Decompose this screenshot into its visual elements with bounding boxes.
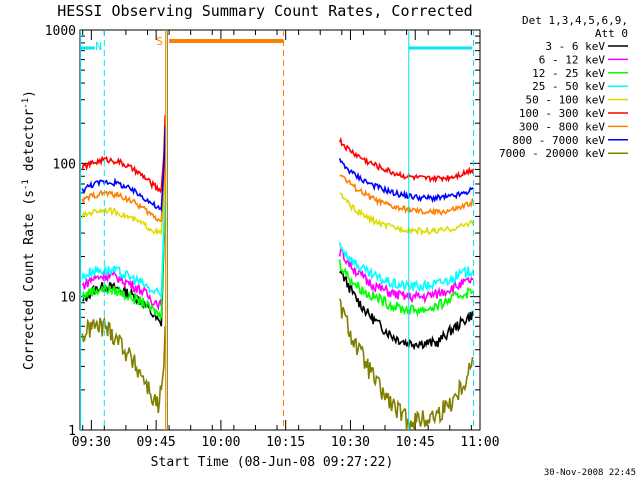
x-tick-label: 10:30 <box>331 435 370 450</box>
night-flag-label: N <box>95 40 102 53</box>
legend-header-detectors: Det 1,3,4,5,6,9, <box>522 14 628 27</box>
legend-entry-label: 300 - 800 keV <box>519 120 605 133</box>
series-layer <box>81 115 475 431</box>
series-line-pre <box>81 157 166 237</box>
plot-frame <box>79 29 481 431</box>
series-line-pre <box>81 316 166 413</box>
series-line-pre <box>81 139 166 222</box>
legend-entry-label: 3 - 6 keV <box>545 40 605 53</box>
series-line-pre <box>81 197 166 322</box>
series-line-post <box>339 192 475 237</box>
legend-entry-label: 6 - 12 keV <box>539 53 606 66</box>
x-tick-label: 10:15 <box>266 435 305 450</box>
y-tick-label: 1 <box>68 424 76 439</box>
x-axis-label: Start Time (08-Jun-08 09:27:22) <box>151 455 394 470</box>
legend-entry-label: 25 - 50 keV <box>532 80 605 93</box>
series-line-pre <box>81 192 166 312</box>
x-tick-label: 11:00 <box>460 435 499 450</box>
series-line-pre <box>81 115 166 194</box>
chart-title: HESSI Observing Summary Count Rates, Cor… <box>57 2 472 20</box>
series-line-post <box>339 174 475 217</box>
series-line-post <box>338 298 474 431</box>
series-line-post <box>338 242 475 293</box>
y-tick-label: 100 <box>53 157 76 172</box>
x-tick-label: 10:45 <box>396 435 435 450</box>
x-tick-label: 10:00 <box>201 435 240 450</box>
legend-entry-label: 12 - 25 keV <box>532 67 605 80</box>
series-line-post <box>339 270 475 351</box>
saa-flag-label: S <box>156 35 163 48</box>
series-line-post <box>338 136 475 184</box>
x-tick-label: 09:30 <box>72 435 111 450</box>
footer-timestamp: 30-Nov-2008 22:45 <box>544 468 636 478</box>
legend-entry-label: 50 - 100 keV <box>526 94 606 107</box>
y-axis-label: Corrected Count Rate (s-1 detector-1) <box>21 90 37 370</box>
legend-entry-label: 100 - 300 keV <box>519 107 605 120</box>
legend-entry-label: 800 - 7000 keV <box>512 134 605 147</box>
y-tick-label: 1000 <box>45 24 76 39</box>
plot-area <box>79 29 481 431</box>
series-line-pre <box>81 183 166 299</box>
series-line-post <box>338 248 474 305</box>
series-line-pre <box>81 126 166 213</box>
series-line-post <box>338 158 475 204</box>
x-tick-label: 09:45 <box>137 435 176 450</box>
legend-entry-label: 7000 - 20000 keV <box>499 147 605 160</box>
series-line-post <box>338 259 475 318</box>
axis-ticks: 09:30 09:45 10:00 10:15 10:30 10:45 11:00 1 10 10… <box>45 24 500 450</box>
legend-header-attenuator: Att 0 <box>595 27 628 40</box>
y-tick-label: 10 <box>60 291 76 306</box>
